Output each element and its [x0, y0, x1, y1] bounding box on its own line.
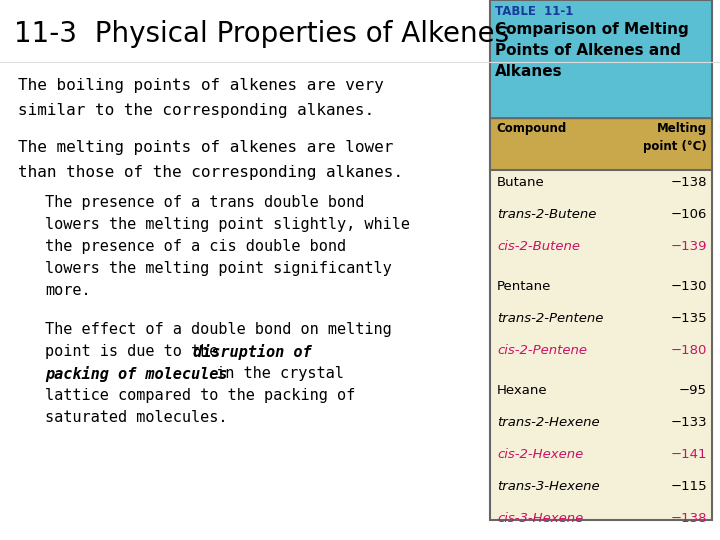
- Text: in the crystal: in the crystal: [207, 366, 344, 381]
- Text: −130: −130: [670, 280, 707, 293]
- Text: Hexane: Hexane: [497, 384, 548, 397]
- Text: −138: −138: [670, 176, 707, 189]
- Text: cis-2-Pentene: cis-2-Pentene: [497, 344, 587, 357]
- Text: lattice compared to the packing of: lattice compared to the packing of: [45, 388, 355, 403]
- Text: lowers the melting point significantly: lowers the melting point significantly: [45, 261, 392, 276]
- Text: Comparison of Melting: Comparison of Melting: [495, 22, 689, 37]
- Text: trans-2-Butene: trans-2-Butene: [497, 208, 596, 221]
- Text: The presence of a trans double bond: The presence of a trans double bond: [45, 195, 364, 210]
- FancyBboxPatch shape: [490, 170, 712, 520]
- Text: −106: −106: [670, 208, 707, 221]
- Text: trans-2-Hexene: trans-2-Hexene: [497, 416, 600, 429]
- Text: cis-2-Butene: cis-2-Butene: [497, 240, 580, 253]
- Text: −133: −133: [670, 416, 707, 429]
- Text: point (°C): point (°C): [643, 140, 707, 153]
- Text: lowers the melting point slightly, while: lowers the melting point slightly, while: [45, 217, 410, 232]
- FancyBboxPatch shape: [490, 0, 712, 118]
- Text: Butane: Butane: [497, 176, 545, 189]
- Text: trans-3-Hexene: trans-3-Hexene: [497, 480, 600, 493]
- Text: point is due to the: point is due to the: [45, 344, 228, 359]
- Text: cis-3-Hexene: cis-3-Hexene: [497, 512, 583, 525]
- Text: Compound: Compound: [496, 122, 566, 135]
- Text: −139: −139: [670, 240, 707, 253]
- Text: Alkanes: Alkanes: [495, 64, 562, 79]
- Text: saturated molecules.: saturated molecules.: [45, 410, 228, 425]
- Text: Points of Alkenes and: Points of Alkenes and: [495, 43, 681, 58]
- Text: TABLE  11-1: TABLE 11-1: [495, 5, 573, 18]
- Text: The boiling points of alkenes are very: The boiling points of alkenes are very: [18, 78, 384, 93]
- Text: cis-2-Hexene: cis-2-Hexene: [497, 448, 583, 461]
- Text: than those of the corresponding alkanes.: than those of the corresponding alkanes.: [18, 165, 403, 180]
- Text: −115: −115: [670, 480, 707, 493]
- Text: Pentane: Pentane: [497, 280, 552, 293]
- Text: 11-3  Physical Properties of Alkenes: 11-3 Physical Properties of Alkenes: [14, 20, 509, 48]
- FancyBboxPatch shape: [490, 118, 712, 170]
- Text: disruption of: disruption of: [193, 344, 312, 360]
- Text: −95: −95: [679, 384, 707, 397]
- Text: more.: more.: [45, 283, 91, 298]
- Text: The melting points of alkenes are lower: The melting points of alkenes are lower: [18, 140, 393, 155]
- Text: −180: −180: [670, 344, 707, 357]
- Text: the presence of a cis double bond: the presence of a cis double bond: [45, 239, 346, 254]
- Text: Melting: Melting: [657, 122, 707, 135]
- Text: The effect of a double bond on melting: The effect of a double bond on melting: [45, 322, 392, 337]
- Text: trans-2-Pentene: trans-2-Pentene: [497, 312, 603, 325]
- Text: −135: −135: [670, 312, 707, 325]
- Text: similar to the corresponding alkanes.: similar to the corresponding alkanes.: [18, 103, 374, 118]
- Text: −138: −138: [670, 512, 707, 525]
- Text: −141: −141: [670, 448, 707, 461]
- Text: packing of molecules: packing of molecules: [45, 366, 228, 382]
